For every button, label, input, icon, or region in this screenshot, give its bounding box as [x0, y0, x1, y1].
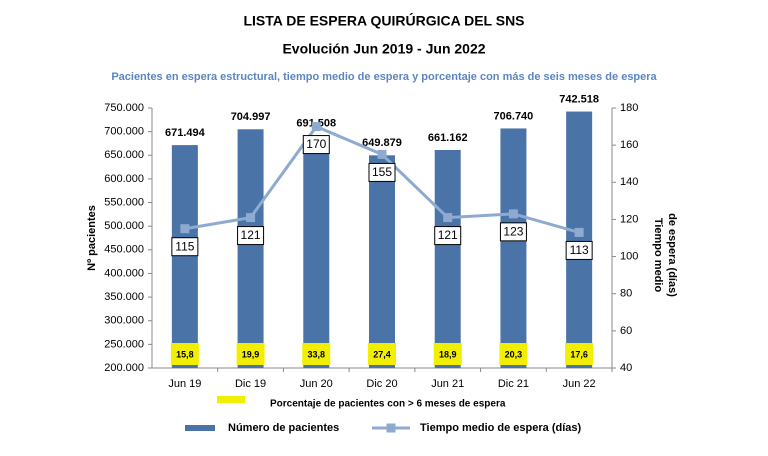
line-value-label: 155	[372, 165, 392, 179]
line-value-label: 113	[570, 243, 589, 257]
y-tick-label: 400.000	[104, 267, 144, 279]
percent-label: 19,9	[242, 349, 260, 359]
percent-box	[302, 343, 331, 365]
x-tick-label: Dic 19	[235, 378, 266, 390]
y2-tick-label: 100	[620, 250, 638, 262]
line-label-box	[171, 237, 199, 257]
percent-box	[433, 343, 462, 365]
line-marker	[180, 224, 190, 234]
legend-label: Tiempo medio de espera (días)	[420, 422, 582, 434]
chart-title: LISTA DE ESPERA QUIRÚRGICA DEL SNS	[243, 12, 524, 29]
y2-tick-label: 180	[620, 102, 638, 114]
y2-tick-label: 40	[620, 362, 632, 374]
y-tick-label: 350.000	[104, 291, 144, 303]
bar-value-label: 649.879	[362, 137, 402, 149]
line-marker	[574, 227, 584, 237]
line-label-box	[302, 135, 330, 155]
bar	[237, 129, 264, 368]
line-value-label: 115	[175, 239, 194, 253]
y-tick-label: 500.000	[104, 220, 144, 232]
y-tick-label: 300.000	[104, 315, 144, 327]
y-tick-label: 750.000	[104, 102, 144, 114]
bar-value-label: 742.518	[559, 93, 599, 105]
y-tick-label: 650.000	[104, 149, 144, 161]
chart-description: Pacientes en espera estructural, tiempo …	[111, 71, 657, 83]
y-tick-label: 600.000	[104, 173, 144, 185]
line-value-label: 123	[503, 225, 523, 239]
x-tick-label: Dic 21	[498, 378, 529, 390]
legend-marker	[386, 423, 396, 433]
legend-label: Porcentaje de pacientes con > 6 meses de…	[270, 399, 506, 410]
chart-subtitle: Evolución Jun 2019 - Jun 2022	[282, 41, 485, 57]
line-value-label: 121	[438, 228, 458, 242]
percent-label: 17,6	[570, 349, 588, 359]
percent-label: 18,9	[439, 349, 457, 359]
y2-tick-label: 120	[620, 213, 638, 225]
x-tick-label: Jun 19	[168, 378, 201, 390]
percent-label: 15,8	[176, 349, 194, 359]
line-label-box	[434, 226, 462, 246]
y2-tick-label: 160	[620, 139, 638, 151]
y-axis-label: Nº pacientes	[86, 205, 98, 271]
bar	[171, 145, 198, 368]
y-tick-label: 450.000	[104, 244, 144, 256]
line-label-box	[368, 162, 396, 182]
percent-label: 20,3	[505, 349, 523, 359]
legend-label: Número de pacientes	[228, 422, 339, 434]
line-label-box	[237, 226, 265, 246]
bar	[434, 149, 461, 368]
x-tick-label: Dic 20	[366, 378, 397, 390]
y2-tick-label: 60	[620, 325, 632, 337]
y-tick-label: 200.000	[104, 362, 144, 374]
y2-tick-label: 140	[620, 176, 638, 188]
percent-box	[368, 343, 396, 365]
line-label-box	[499, 222, 527, 242]
percent-box	[565, 343, 594, 365]
legend-swatch	[217, 396, 245, 403]
y2-tick-label: 80	[620, 288, 632, 300]
x-tick-label: Jun 20	[300, 378, 333, 390]
y-tick-label: 250.000	[104, 338, 144, 350]
y-tick-label: 550.000	[104, 196, 144, 208]
percent-box	[170, 343, 199, 365]
y-tick-label: 700.000	[104, 126, 144, 138]
percent-label: 33,8	[308, 349, 326, 359]
line-value-label: 121	[241, 228, 261, 242]
line-marker	[311, 122, 321, 132]
line-marker	[246, 213, 256, 223]
x-tick-label: Jun 22	[563, 378, 596, 390]
line-value-label: 170	[306, 137, 326, 151]
x-tick-label: Jun 21	[431, 378, 464, 390]
line-marker	[508, 209, 518, 219]
percent-box	[236, 343, 265, 365]
bar	[369, 155, 395, 368]
bar	[566, 111, 593, 368]
bar	[303, 135, 330, 368]
y2-axis-label: de espera (días)	[666, 213, 678, 297]
percent-box	[499, 343, 528, 365]
bar	[500, 128, 527, 368]
legend-swatch	[185, 425, 215, 431]
bar-value-label: 704.997	[231, 111, 271, 123]
percent-label: 27,4	[373, 349, 391, 359]
bar-value-label: 661.162	[428, 132, 468, 144]
line-marker	[377, 149, 387, 159]
bar-value-label: 671.494	[165, 127, 206, 139]
line-marker	[443, 213, 453, 223]
bar-value-label: 706.740	[494, 110, 534, 122]
line-label-box	[565, 240, 593, 260]
y2-axis-label: Tiempo medio	[652, 218, 664, 293]
